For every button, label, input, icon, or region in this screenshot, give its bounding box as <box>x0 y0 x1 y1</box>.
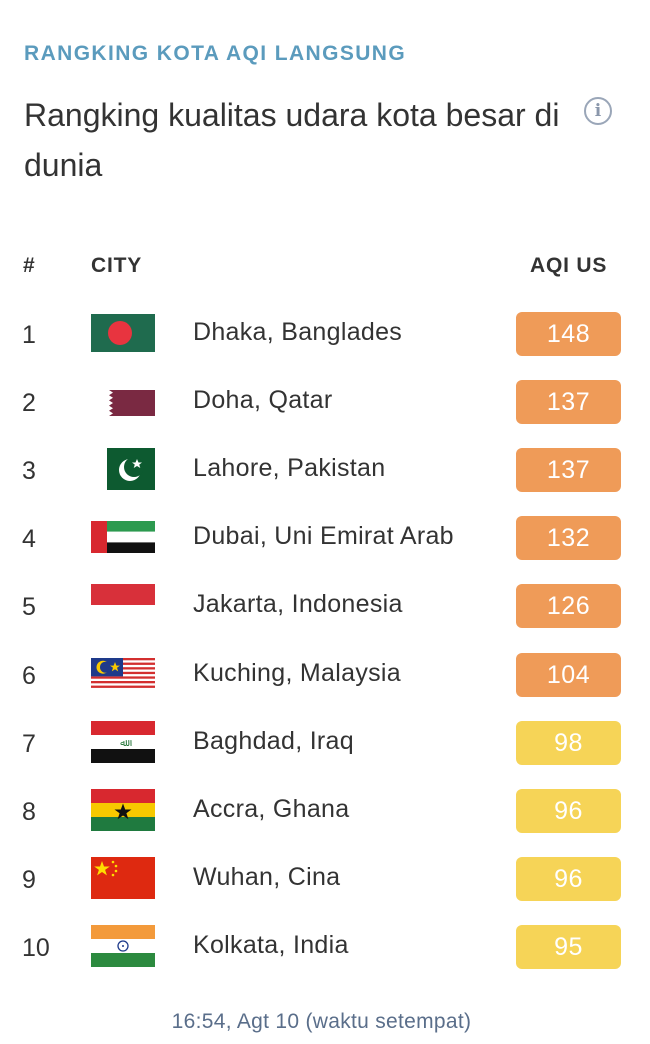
table-row[interactable]: 9 Wuhan, Cina 96 <box>0 856 650 925</box>
aqi-badge: 98 <box>516 720 621 765</box>
aqi-badge: 137 <box>516 448 621 493</box>
table-row[interactable]: 6 Kuching, Malaysia 104 <box>0 652 650 721</box>
city-name[interactable]: Dhaka, Banglades <box>193 318 403 346</box>
city-name[interactable]: Lahore, Pakistan <box>193 454 386 483</box>
rank-number: 7 <box>22 729 36 758</box>
rank-number: 10 <box>22 933 50 962</box>
rank-number: 4 <box>22 525 36 554</box>
section-eyebrow: RANGKING KOTA AQI LANGSUNG <box>24 42 407 65</box>
table-row[interactable]: 2 Doha, Qatar 137 <box>0 380 650 448</box>
city-name[interactable]: Jakarta, Indonesia <box>193 590 403 619</box>
aqi-badge: 126 <box>516 584 621 629</box>
column-header-rank: # <box>23 254 36 277</box>
qatar-flag-icon <box>91 380 155 422</box>
uae-flag-icon <box>91 516 155 558</box>
aqi-badge: 137 <box>516 380 621 425</box>
city-name[interactable]: Baghdad, Iraq <box>193 726 354 755</box>
city-name[interactable]: Wuhan, Cina <box>193 862 341 891</box>
iraq-flag-icon: ﷲ <box>91 720 155 763</box>
column-header-aqi: AQI US <box>530 254 608 277</box>
city-name[interactable]: Accra, Ghana <box>193 794 350 823</box>
info-icon[interactable]: i <box>584 97 612 125</box>
rank-number: 9 <box>22 865 36 894</box>
rank-number: 1 <box>22 321 36 349</box>
ghana-flag-icon <box>91 788 155 831</box>
table-row[interactable]: 3 Lahore, Pakistan 137 <box>0 448 650 516</box>
table-row[interactable]: 7 ﷲ Baghdad, Iraq 98 <box>0 720 650 789</box>
aqi-badge: 148 <box>516 312 621 356</box>
rank-number: 3 <box>22 457 36 486</box>
aqi-badge: 96 <box>516 856 621 901</box>
indonesia-flag-icon <box>91 584 155 627</box>
timestamp: 16:54, Agt 10 (waktu setempat) <box>171 1010 472 1033</box>
rank-number: 2 <box>22 389 36 418</box>
table-row[interactable]: 1 Dhaka, Banglades 148 <box>0 312 650 380</box>
city-name[interactable]: Doha, Qatar <box>193 386 333 415</box>
aqi-badge: 132 <box>516 516 621 561</box>
india-flag-icon <box>91 924 155 967</box>
table-row[interactable]: 8 Accra, Ghana 96 <box>0 788 650 857</box>
bangladesh-flag-icon <box>91 312 155 354</box>
table-row[interactable]: 4 Dubai, Uni Emirat Arab 132 <box>0 516 650 584</box>
pakistan-flag-icon <box>91 448 155 491</box>
rank-number: 8 <box>22 797 36 826</box>
malaysia-flag-icon <box>91 653 155 695</box>
rank-number: 6 <box>22 661 36 690</box>
city-name[interactable]: Kuching, Malaysia <box>193 658 401 687</box>
column-header-city: CITY <box>91 254 143 277</box>
aqi-badge: 95 <box>516 924 621 969</box>
rank-number: 5 <box>22 593 36 622</box>
page-title: Rangking kualitas udara kota besar di du… <box>24 97 560 183</box>
city-name[interactable]: Dubai, Uni Emirat Arab <box>193 522 454 551</box>
city-name[interactable]: Kolkata, India <box>193 930 349 959</box>
aqi-badge: 104 <box>516 652 621 697</box>
aqi-badge: 96 <box>516 788 621 833</box>
table-row[interactable]: 10 Kolkata, India 95 <box>0 924 650 993</box>
china-flag-icon <box>91 856 155 899</box>
table-row[interactable]: 5 Jakarta, Indonesia 126 <box>0 584 650 652</box>
